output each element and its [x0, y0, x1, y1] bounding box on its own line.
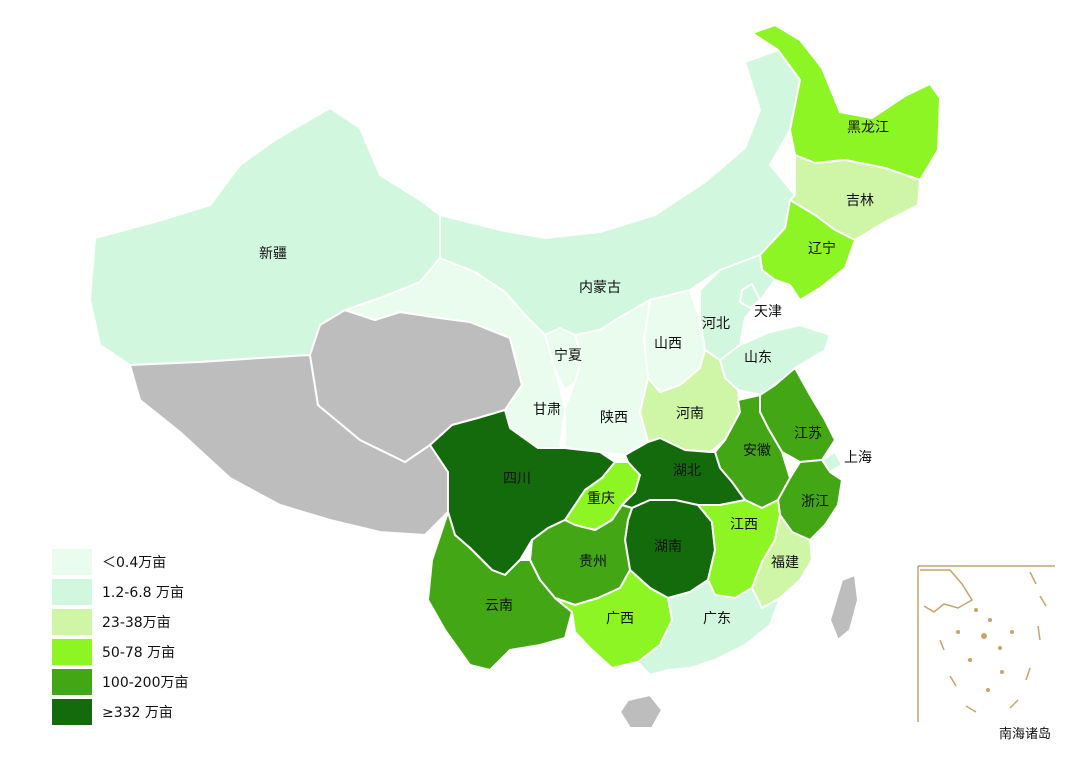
- region-hainan: [619, 694, 663, 729]
- label-anhui: 安徽: [743, 443, 771, 459]
- legend-item: 1.2-6.8 万亩: [52, 579, 184, 605]
- legend-swatch: [52, 579, 92, 605]
- label-hubei: 湖北: [673, 463, 701, 479]
- label-neimenggu: 内蒙古: [579, 280, 621, 296]
- inset-dashes-left: [939, 639, 977, 713]
- legend-swatch: [52, 699, 92, 725]
- legend: ＜0.4万亩 1.2-6.8 万亩 23-38万亩 50-78 万亩 100-200万亩…: [52, 549, 189, 725]
- label-liaoning: 辽宁: [808, 240, 836, 257]
- label-hebei: 河北: [702, 316, 730, 332]
- legend-label: ＜0.4万亩: [102, 554, 166, 571]
- province-tianjin[interactable]: [739, 283, 761, 309]
- legend-swatch: [52, 669, 92, 695]
- label-guangdong: 广东: [703, 611, 731, 627]
- label-xinjiang: 新疆: [259, 246, 287, 262]
- legend-swatch: [52, 549, 92, 575]
- inset-coastline: [920, 569, 974, 613]
- label-jiangxi: 江西: [730, 517, 758, 533]
- label-guizhou: 贵州: [579, 554, 607, 570]
- label-guangxi: 广西: [606, 611, 634, 627]
- inset-label: 南海诸岛: [999, 726, 1051, 742]
- province-guangdong[interactable]: [637, 579, 781, 676]
- label-shaanxi: 陕西: [600, 410, 628, 426]
- province-labels: 新疆 内蒙古 黑龙江 吉林 辽宁 天津 河北 山西 宁夏 山东 甘肃 陕西 河南…: [259, 120, 889, 627]
- label-gansu: 甘肃: [533, 402, 561, 418]
- legend-label: 23-38万亩: [102, 614, 171, 631]
- label-sichuan: 四川: [503, 471, 531, 487]
- legend-item: 23-38万亩: [52, 609, 171, 635]
- legend-swatch: [52, 639, 92, 665]
- inset-dashes-right: [1009, 571, 1047, 709]
- legend-item: ≥332 万亩: [52, 699, 173, 725]
- label-hunan: 湖南: [654, 539, 682, 555]
- region-taiwan: [829, 574, 859, 641]
- label-ningxia: 宁夏: [554, 347, 582, 364]
- label-fujian: 福建: [771, 555, 799, 571]
- inset-frame-top: [917, 565, 1055, 722]
- province-heilongjiang[interactable]: [751, 24, 941, 181]
- label-tianjin: 天津: [754, 304, 782, 320]
- label-zhejiang: 浙江: [801, 494, 829, 510]
- legend-swatch: [52, 609, 92, 635]
- label-heilongjiang: 黑龙江: [847, 120, 889, 136]
- label-shanxi: 山西: [654, 336, 682, 352]
- label-jilin: 吉林: [846, 193, 874, 209]
- inset-island-dots: [956, 608, 1014, 692]
- south-china-sea-inset: 南海诸岛: [917, 565, 1055, 742]
- label-henan: 河南: [676, 406, 704, 422]
- label-chongqing: 重庆: [587, 491, 615, 507]
- legend-item: 100-200万亩: [52, 669, 189, 695]
- legend-label: ≥332 万亩: [102, 704, 173, 721]
- label-jiangsu: 江苏: [794, 426, 822, 442]
- label-yunnan: 云南: [485, 598, 513, 614]
- legend-label: 100-200万亩: [102, 674, 189, 691]
- legend-label: 50-78 万亩: [102, 644, 175, 661]
- legend-item: ＜0.4万亩: [52, 549, 166, 575]
- label-shandong: 山东: [744, 350, 772, 366]
- province-shapes: [89, 24, 941, 729]
- legend-item: 50-78 万亩: [52, 639, 175, 665]
- label-shanghai: 上海: [844, 450, 872, 466]
- legend-label: 1.2-6.8 万亩: [102, 584, 184, 601]
